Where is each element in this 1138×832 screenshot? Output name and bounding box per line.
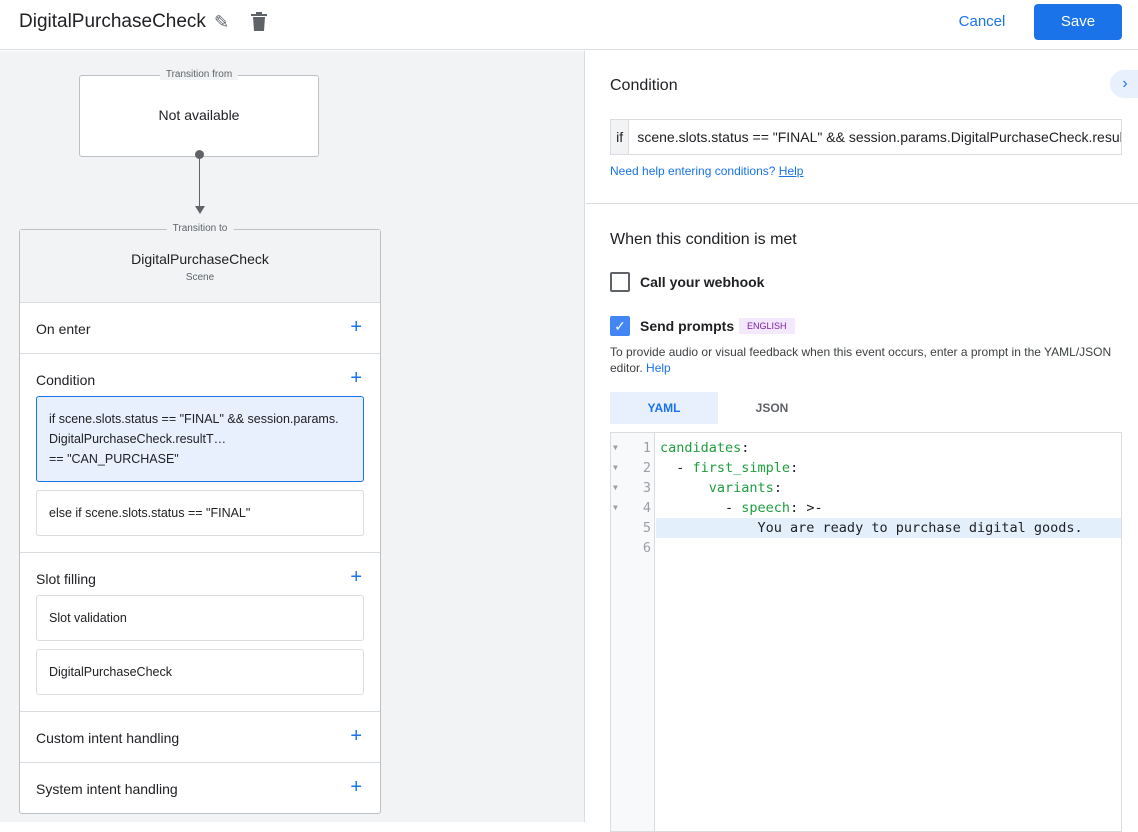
help-text: Need help entering conditions? <box>610 164 776 178</box>
condition-panel: › Condition if scene.slots.status == "FI… <box>586 51 1138 832</box>
desc-text: To provide audio or visual feedback when… <box>610 345 1112 375</box>
slot-label: Slot validation <box>49 611 127 625</box>
add-icon[interactable]: + <box>350 776 362 798</box>
prompt-description: To provide audio or visual feedback when… <box>610 344 1120 376</box>
top-bar: DigitalPurchaseCheck ✎ Cancel Save <box>0 0 1138 50</box>
condition-text: if scene.slots.status == "FINAL" && sess… <box>49 412 339 446</box>
line-number: 4 <box>642 500 651 516</box>
edit-icon[interactable]: ✎ <box>214 12 230 32</box>
line-number: 5 <box>642 520 651 536</box>
met-title: When this condition is met <box>610 231 797 248</box>
cancel-button[interactable]: Cancel <box>958 13 1006 30</box>
tab-json[interactable]: JSON <box>755 401 789 415</box>
help-link[interactable]: Help <box>778 164 804 178</box>
section-title: Custom intent handling <box>36 730 180 746</box>
condition-input[interactable]: if scene.slots.status == "FINAL" && sess… <box>610 119 1122 155</box>
chevron-right-icon[interactable]: › <box>1110 70 1138 98</box>
code-editor[interactable]: ▼ 1 candidates: ▼ 2 - first_simple: ▼ 3 vari… <box>610 432 1122 832</box>
fold-icon[interactable]: ▼ <box>613 503 618 512</box>
condition-text: else if scene.slots.status == "FINAL" <box>49 506 251 520</box>
add-icon[interactable]: + <box>350 367 362 389</box>
add-icon[interactable]: + <box>350 566 362 588</box>
code-line: ▼ 3 variants: <box>613 480 782 496</box>
code-line: 5 You are ready to purchase digital good… <box>611 518 1121 538</box>
scene-name: DigitalPurchaseCheck <box>131 251 269 267</box>
flow-canvas: Transition from Not available Transition… <box>0 51 585 822</box>
connector-arrow-icon <box>195 206 205 214</box>
condition-value[interactable]: scene.slots.status == "FINAL" && session… <box>637 129 1121 145</box>
webhook-label: Call your webhook <box>640 274 765 290</box>
condition-card-selected[interactable]: if scene.slots.status == "FINAL" && sess… <box>36 396 364 482</box>
prompts-label: Send prompts <box>640 318 735 334</box>
scene-type: Scene <box>185 272 215 283</box>
slot-label: DigitalPurchaseCheck <box>49 665 172 679</box>
line-number: 2 <box>642 460 651 476</box>
line-number: 6 <box>642 540 651 556</box>
webhook-checkbox[interactable] <box>610 272 630 292</box>
code-line: 6 <box>611 538 1121 558</box>
connector-line <box>199 157 200 209</box>
slot-card[interactable]: Slot validation <box>36 595 364 641</box>
prompts-checkbox[interactable]: ✓ <box>610 316 630 336</box>
transition-from-value: Not available <box>158 107 240 123</box>
section-system-intent[interactable]: System intent handling + <box>20 763 380 813</box>
desc-help-link[interactable]: Help <box>646 361 671 375</box>
section-slot-filling: Slot filling + Slot validation DigitalPu… <box>20 553 380 712</box>
if-label: if <box>611 120 630 154</box>
line-number: 3 <box>642 480 651 496</box>
condition-title: Condition <box>610 77 678 94</box>
section-on-enter[interactable]: On enter + <box>20 303 380 354</box>
save-button[interactable]: Save <box>1034 4 1122 40</box>
condition-text-cont: == "CAN_PURCHASE" <box>49 452 179 466</box>
fold-icon[interactable]: ▼ <box>613 463 618 472</box>
editor-gutter <box>611 433 655 831</box>
code-line: ▼ 2 - first_simple: <box>613 460 799 476</box>
code-line: ▼ 1 candidates: <box>613 440 750 456</box>
page-title: DigitalPurchaseCheck <box>19 11 206 32</box>
add-icon[interactable]: + <box>350 725 362 747</box>
connector-dot <box>195 150 204 159</box>
section-title: On enter <box>36 321 91 337</box>
divider <box>586 203 1138 204</box>
section-title: Condition <box>36 372 96 388</box>
section-condition: Condition + if scene.slots.status == "FI… <box>20 354 380 553</box>
condition-card[interactable]: else if scene.slots.status == "FINAL" <box>36 490 364 536</box>
code-line: ▼ 4 - speech: >- <box>613 500 823 516</box>
condition-help: Need help entering conditions? Help <box>610 164 803 178</box>
language-badge: ENGLISH <box>739 318 795 334</box>
tab-yaml[interactable]: YAML <box>610 392 718 424</box>
add-icon[interactable]: + <box>350 316 362 338</box>
section-title: System intent handling <box>36 781 178 797</box>
slot-card[interactable]: DigitalPurchaseCheck <box>36 649 364 695</box>
scene-header: Transition to DigitalPurchaseCheck Scene <box>20 223 380 303</box>
line-number: 1 <box>642 440 651 456</box>
fold-icon[interactable]: ▼ <box>613 443 618 452</box>
fold-icon[interactable]: ▼ <box>613 483 618 492</box>
delete-icon[interactable] <box>251 12 267 31</box>
section-title: Slot filling <box>36 571 96 587</box>
scene-card: Transition to DigitalPurchaseCheck Scene… <box>19 223 381 814</box>
transition-from-label: Transition from <box>159 69 239 80</box>
transition-from-box: Transition from Not available <box>79 69 319 157</box>
transition-to-label: Transition to <box>166 223 234 234</box>
section-custom-intent[interactable]: Custom intent handling + <box>20 712 380 763</box>
